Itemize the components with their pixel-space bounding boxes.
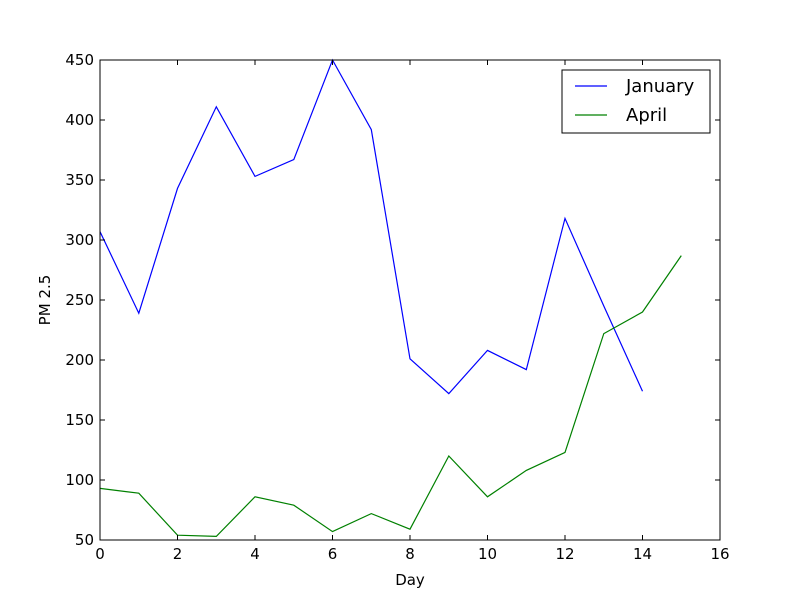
- x-tick-label: 2: [173, 545, 183, 563]
- y-tick-label: 100: [65, 471, 94, 489]
- x-tick-label: 4: [250, 545, 260, 563]
- x-tick-label: 8: [405, 545, 415, 563]
- y-tick-label: 200: [65, 351, 94, 369]
- x-tick-label: 14: [633, 545, 652, 563]
- y-tick-label: 250: [65, 291, 94, 309]
- y-tick-label: 300: [65, 231, 94, 249]
- x-axis-label: Day: [395, 571, 425, 589]
- legend: January April: [561, 69, 711, 134]
- x-tick-label: 10: [478, 545, 497, 563]
- series-line-april: [99, 255, 682, 538]
- legend-label-april: April: [626, 105, 667, 126]
- y-tick-label: 450: [65, 51, 94, 69]
- x-tick-label: 16: [710, 545, 729, 563]
- y-tick-label: 50: [75, 531, 94, 549]
- legend-box: [561, 69, 711, 134]
- y-tick-label: 400: [65, 111, 94, 129]
- x-tick-label: 6: [328, 545, 338, 563]
- ticks-layer: 0 2 4 6 8 10 12 14 16 50 100 150 200 250 300 350 400 450: [65, 51, 729, 563]
- series-layer: [99, 58, 682, 538]
- y-tick-label: 150: [65, 411, 94, 429]
- y-tick-label: 350: [65, 171, 94, 189]
- series-line-january: [99, 58, 644, 395]
- legend-label-january: January: [625, 76, 695, 97]
- x-tick-label: 12: [555, 545, 574, 563]
- x-tick-label: 0: [95, 545, 105, 563]
- y-axis-label: PM 2.5: [36, 275, 54, 326]
